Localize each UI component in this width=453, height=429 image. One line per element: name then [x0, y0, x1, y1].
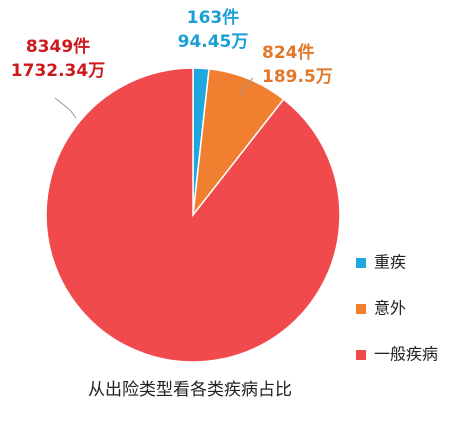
legend-swatch: [356, 258, 366, 268]
pie-slice: [45, 67, 341, 363]
amount-label: 1732.34万: [11, 61, 105, 81]
value-label: 163件: [187, 7, 240, 28]
legend-swatch: [356, 304, 366, 314]
chart-title: 从出险类型看各类疾病占比: [88, 380, 292, 400]
legend-label: 重疾: [374, 253, 406, 272]
amount-label: 189.5万: [262, 67, 333, 87]
legend-swatch: [356, 350, 366, 360]
amount-label: 94.45万: [178, 32, 249, 52]
leader-line: [239, 77, 254, 96]
pie-slice: [191, 68, 285, 218]
value-label: 8349件: [26, 36, 90, 57]
legend-label: 一般疾病: [374, 345, 438, 364]
leader-line: [54, 97, 77, 119]
value-label: 824件: [262, 42, 315, 63]
legend-label: 意外: [374, 299, 406, 318]
